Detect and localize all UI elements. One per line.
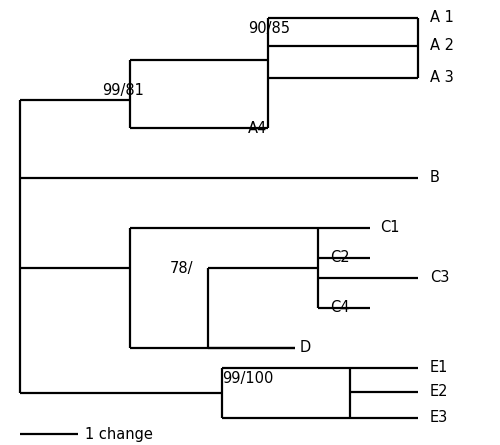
Text: 1 change: 1 change [85, 426, 153, 441]
Text: C2: C2 [330, 251, 349, 266]
Text: D: D [300, 340, 311, 356]
Text: 99/81: 99/81 [102, 82, 144, 97]
Text: A 3: A 3 [430, 70, 454, 85]
Text: B: B [430, 170, 440, 186]
Text: A 1: A 1 [430, 11, 454, 25]
Text: A 2: A 2 [430, 39, 454, 53]
Text: C3: C3 [430, 271, 450, 286]
Text: 90/85: 90/85 [248, 20, 290, 36]
Text: 78/: 78/ [170, 260, 194, 275]
Text: E3: E3 [430, 410, 448, 425]
Text: E2: E2 [430, 384, 448, 400]
Text: C4: C4 [330, 300, 349, 316]
Text: E1: E1 [430, 360, 448, 376]
Text: 99/100: 99/100 [222, 371, 274, 385]
Text: C1: C1 [380, 221, 400, 235]
Text: A4: A4 [248, 121, 267, 135]
